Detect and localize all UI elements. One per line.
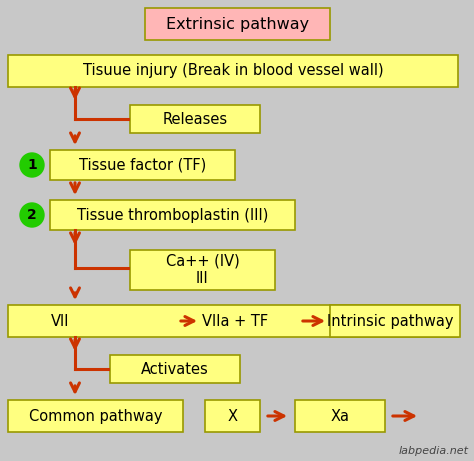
Text: VIIa + TF: VIIa + TF <box>202 313 268 329</box>
FancyBboxPatch shape <box>205 400 260 432</box>
FancyBboxPatch shape <box>145 8 330 40</box>
FancyBboxPatch shape <box>330 305 460 337</box>
Text: 2: 2 <box>27 208 37 222</box>
Text: VII: VII <box>51 313 69 329</box>
Text: Xa: Xa <box>330 408 349 424</box>
Text: Extrinsic pathway: Extrinsic pathway <box>166 17 309 31</box>
FancyBboxPatch shape <box>8 400 183 432</box>
Text: Intrinsic pathway: Intrinsic pathway <box>327 313 453 329</box>
FancyBboxPatch shape <box>8 55 458 87</box>
Text: Tisuue injury (Break in blood vessel wall): Tisuue injury (Break in blood vessel wal… <box>82 64 383 78</box>
Text: Activates: Activates <box>141 361 209 377</box>
Text: labpedia.net: labpedia.net <box>399 446 469 456</box>
Text: 1: 1 <box>27 158 37 172</box>
Text: Tissue thromboplastin (III): Tissue thromboplastin (III) <box>77 207 268 223</box>
Text: Releases: Releases <box>163 112 228 126</box>
FancyBboxPatch shape <box>295 400 385 432</box>
Text: Common pathway: Common pathway <box>29 408 162 424</box>
Circle shape <box>20 153 44 177</box>
Circle shape <box>20 203 44 227</box>
Text: X: X <box>228 408 237 424</box>
Text: Tissue factor (TF): Tissue factor (TF) <box>79 158 206 172</box>
FancyBboxPatch shape <box>50 200 295 230</box>
FancyBboxPatch shape <box>110 355 240 383</box>
FancyBboxPatch shape <box>8 305 458 337</box>
FancyBboxPatch shape <box>130 105 260 133</box>
Text: Ca++ (IV)
III: Ca++ (IV) III <box>165 254 239 286</box>
FancyBboxPatch shape <box>50 150 235 180</box>
FancyBboxPatch shape <box>130 250 275 290</box>
